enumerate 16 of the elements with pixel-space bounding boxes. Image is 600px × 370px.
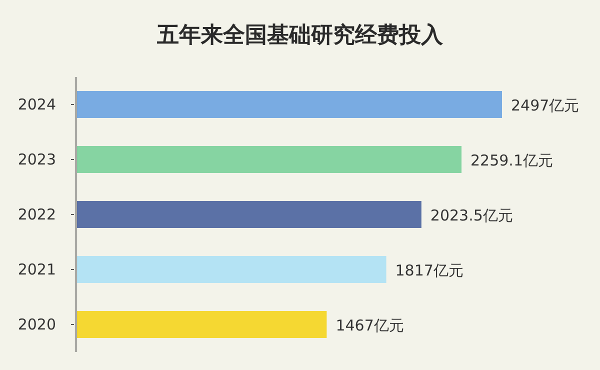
bar	[77, 146, 462, 173]
y-tick-label: 2024	[18, 96, 56, 114]
y-tick-label: 2021	[18, 260, 56, 278]
data-label: 2497亿元	[511, 96, 580, 114]
data-label: 2259.1亿元	[470, 152, 554, 170]
data-label: 1467亿元	[336, 316, 404, 334]
bar	[77, 91, 502, 118]
bar	[77, 311, 327, 338]
bar	[77, 256, 386, 283]
data-label: 2023.5亿元	[430, 206, 513, 224]
bar	[77, 201, 422, 228]
chart-title: 五年来全国基础研究经费投入	[156, 22, 444, 48]
y-tick-label: 2023	[18, 150, 56, 168]
y-tick-label: 2020	[18, 316, 56, 334]
data-label: 1817亿元	[395, 262, 464, 280]
y-tick-label: 2022	[18, 206, 56, 224]
